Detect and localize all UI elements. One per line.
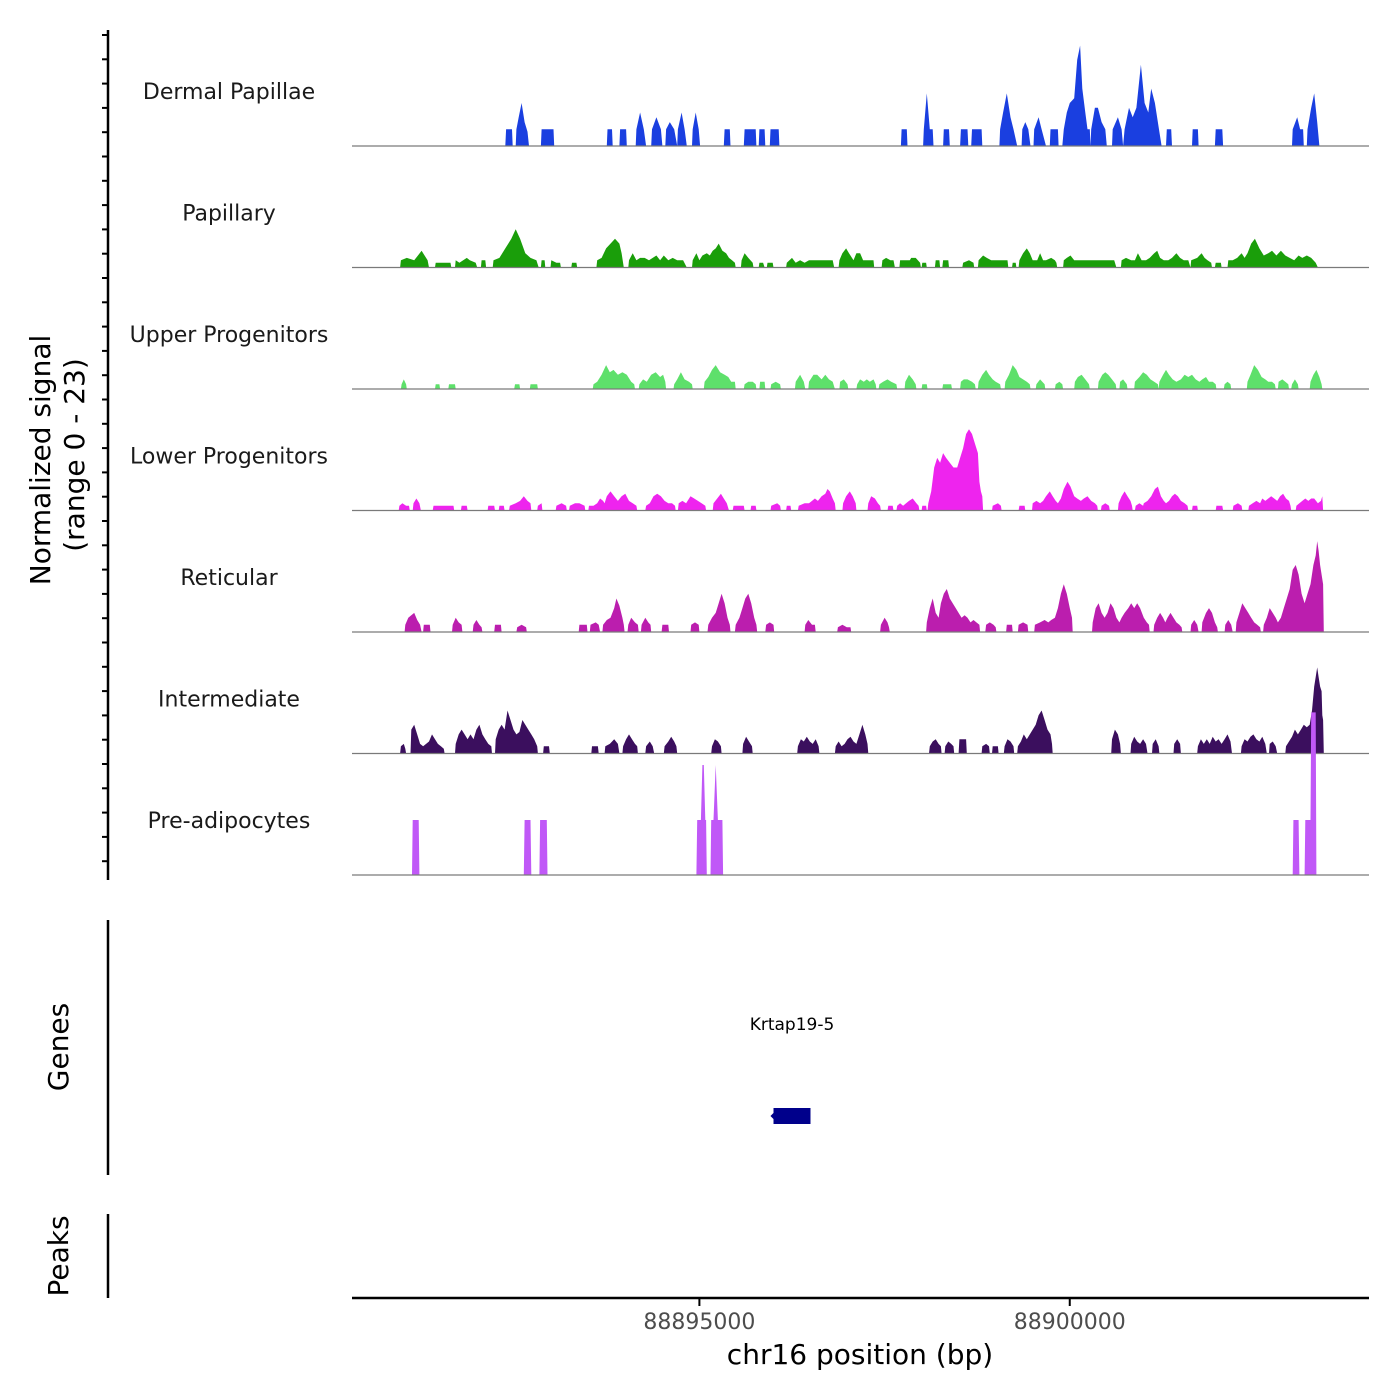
track-label: Lower Progenitors: [130, 445, 328, 470]
track-signal-area: [400, 667, 1324, 754]
genes-axis-title: Genes: [42, 1003, 75, 1091]
x-tick-label: 88900000: [1014, 1310, 1126, 1335]
track-signal-area: [400, 229, 1318, 268]
track-label: Pre-adipocytes: [148, 809, 311, 834]
track-lower-progenitors: Lower Progenitors: [130, 429, 1369, 512]
track-signal-area: [398, 429, 1324, 511]
track-signal-area: [404, 541, 1324, 632]
track-intermediate: Intermediate: [158, 667, 1369, 755]
track-label: Intermediate: [158, 688, 300, 713]
x-axis-title: chr16 position (bp): [727, 1338, 993, 1371]
track-label: Upper Progenitors: [130, 323, 329, 348]
track-upper-progenitors: Upper Progenitors: [130, 323, 1369, 390]
peaks-axis-title: Peaks: [42, 1215, 75, 1296]
x-tick-label: 88895000: [643, 1310, 755, 1335]
track-pre-adipocytes: Pre-adipocytes: [148, 712, 1369, 876]
track-dermal-papillae: Dermal Papillae: [143, 45, 1369, 147]
track-signal-area: [505, 45, 1320, 146]
track-papillary: Papillary: [182, 202, 1369, 269]
gene-label: Krtap19-5: [750, 1015, 835, 1035]
x-axis-ticks: 88895000 88900000: [643, 1298, 1126, 1335]
signal-axis-ticks: [102, 34, 108, 863]
track-label: Papillary: [182, 202, 276, 227]
track-label: Dermal Papillae: [143, 80, 315, 105]
signal-axis-title-line1: Normalized signal: [24, 335, 57, 586]
track-reticular: Reticular: [180, 541, 1369, 633]
coverage-tracks: Dermal Papillae Papillary Upper Progenitor…: [130, 45, 1369, 876]
gene-annotations: Krtap19-5: [750, 1015, 835, 1124]
track-signal-area: [400, 365, 1323, 389]
track-label: Reticular: [180, 566, 278, 591]
gene-strand-arrow: [770, 1111, 776, 1121]
gene-body: [773, 1108, 811, 1124]
signal-axis-title-line2: (range 0 - 23): [58, 358, 91, 552]
